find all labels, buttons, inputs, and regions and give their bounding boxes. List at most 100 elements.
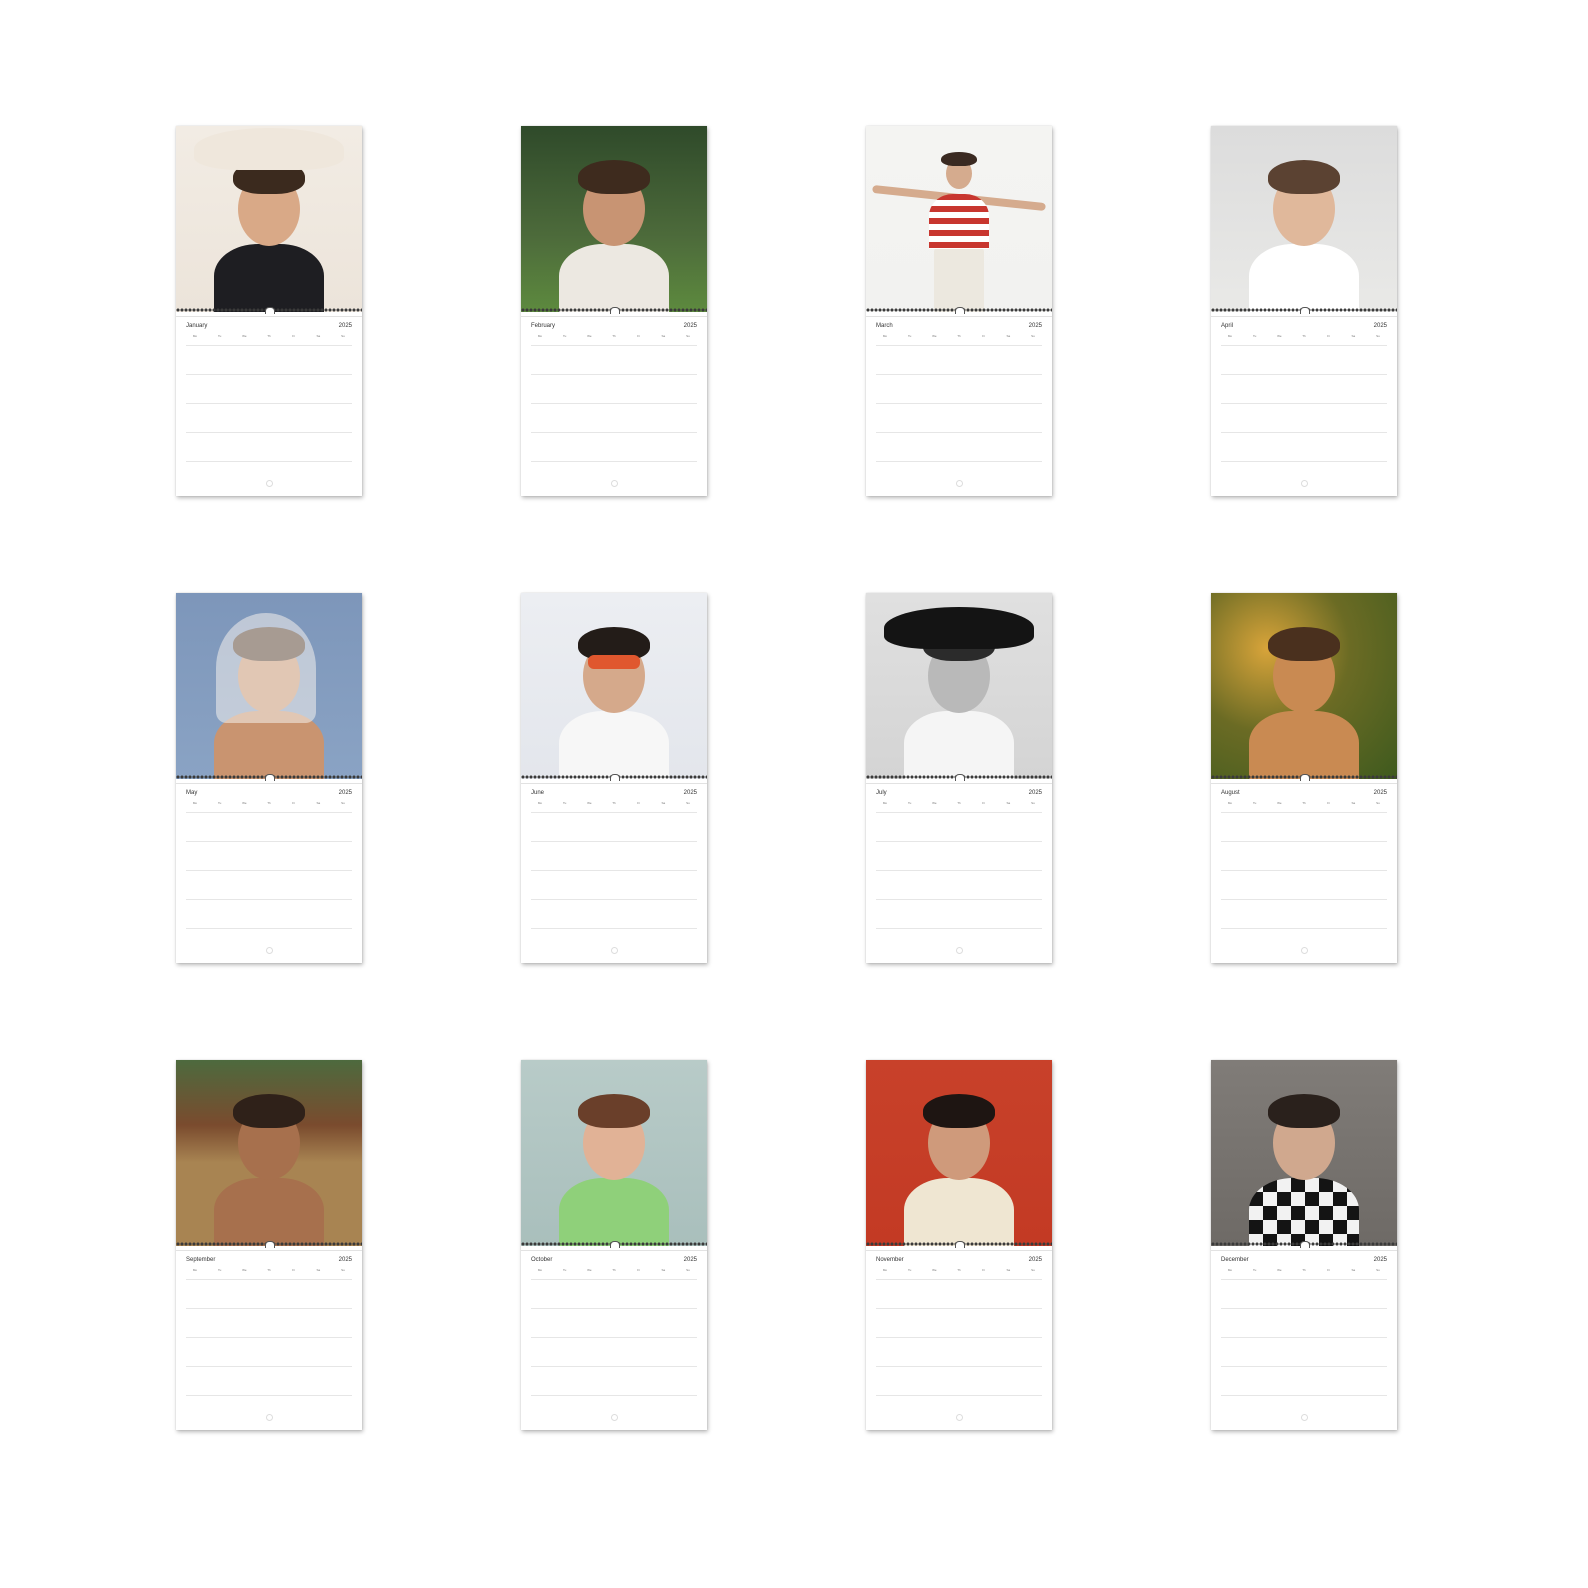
weekday-label: Tu [1252,1268,1257,1272]
day-cell [1320,1338,1338,1366]
day-cell [309,842,327,870]
calendar-page-june[interactable]: June 2025 Mo Tu We Th Fr Sa Su [521,593,707,963]
day-cell [925,375,943,403]
day-cell [1270,1309,1288,1337]
calendar-page-september[interactable]: September 2025 Mo Tu We Th Fr Sa Su [176,1060,362,1430]
day-cell [654,1280,672,1308]
day-cell [654,813,672,841]
day-cell [605,813,623,841]
calendar-page-october[interactable]: October 2025 Mo Tu We Th Fr Sa Su [521,1060,707,1430]
day-cell [1270,433,1288,461]
day-cell [1246,1280,1264,1308]
day-cell [556,813,574,841]
week-row [876,345,1042,374]
figure-hat [884,607,1034,649]
day-cell [654,462,672,490]
day-cell [211,1338,229,1366]
day-cell [556,1338,574,1366]
figure-legs [934,246,984,312]
day-cell [309,813,327,841]
calendar-page-february[interactable]: February 2025 Mo Tu We Th Fr Sa Su [521,126,707,496]
weekday-label: Su [1031,334,1035,338]
day-cell [876,871,894,899]
day-cell [260,871,278,899]
day-cell [999,900,1017,928]
day-cell [1246,1367,1264,1395]
weekday-label: Mo [1227,1268,1233,1272]
day-cell [1246,462,1264,490]
calendar-page-december[interactable]: December 2025 Mo Tu We Th Fr Sa Su [1211,1060,1397,1430]
weekday-header: Mo Tu We Th Fr Sa Su [186,1268,352,1274]
month-photo [176,593,362,779]
calendar-page-january[interactable]: January 2025 Mo Tu We Th Fr Sa Su [176,126,362,496]
day-cell [679,375,697,403]
week-row [186,1308,352,1337]
day-cell [235,346,253,374]
day-cell [556,871,574,899]
day-cell [1344,1280,1362,1308]
date-grid [186,812,352,957]
day-cell [1344,871,1362,899]
day-cell [211,433,229,461]
day-cell [999,929,1017,957]
week-row [876,812,1042,841]
weekday-label: Sa [1006,801,1011,805]
figure-hair [233,1094,305,1128]
calendar-page-april[interactable]: April 2025 Mo Tu We Th Fr Sa Su [1211,126,1397,496]
calendar-sheet: October 2025 Mo Tu We Th Fr Sa Su [521,1250,707,1431]
day-cell [1344,813,1362,841]
day-cell [580,1396,598,1424]
day-cell [334,1367,352,1395]
hanger-hook [265,307,275,314]
day-cell [654,1367,672,1395]
day-cell [975,871,993,899]
calendar-page-november[interactable]: November 2025 Mo Tu We Th Fr Sa Su [866,1060,1052,1430]
day-cell [211,1309,229,1337]
date-grid [186,1279,352,1424]
calendar-page-july[interactable]: July 2025 Mo Tu We Th Fr Sa Su [866,593,1052,963]
weekday-label: Th [267,1268,271,1272]
day-cell [1369,1309,1387,1337]
day-cell [1221,929,1239,957]
day-cell [580,404,598,432]
day-cell [211,871,229,899]
day-cell [580,1309,598,1337]
month-name: December [1221,1257,1249,1263]
calendar-page-may[interactable]: May 2025 Mo Tu We Th Fr Sa Su [176,593,362,963]
day-cell [1344,900,1362,928]
day-cell [1320,813,1338,841]
calendar-page-march[interactable]: March 2025 Mo Tu We Th Fr Sa Su [866,126,1052,496]
date-grid [531,812,697,957]
day-cell [285,433,303,461]
weekday-label: We [242,1268,247,1272]
day-cell [260,433,278,461]
day-cell [1221,1396,1239,1424]
day-cell [876,842,894,870]
day-cell [1246,1309,1264,1337]
week-row [186,374,352,403]
day-cell [1295,433,1313,461]
weekday-label: Fr [637,801,641,805]
week-row [1221,403,1387,432]
weekday-label: We [242,801,247,805]
day-cell [950,842,968,870]
day-cell [334,813,352,841]
day-cell [531,1338,549,1366]
day-cell [975,1280,993,1308]
day-cell [925,462,943,490]
calendar-page-august[interactable]: August 2025 Mo Tu We Th Fr Sa Su [1211,593,1397,963]
day-cell [654,346,672,374]
week-row [186,432,352,461]
hanger-hook [265,1241,275,1248]
week-row [1221,899,1387,928]
day-cell [580,375,598,403]
day-cell [1295,1309,1313,1337]
day-cell [605,842,623,870]
date-grid [1221,1279,1387,1424]
day-cell [679,900,697,928]
page-marker [956,1414,963,1421]
weekday-label: Th [957,1268,961,1272]
week-row [186,870,352,899]
weekday-label: Mo [537,801,543,805]
day-cell [950,1309,968,1337]
